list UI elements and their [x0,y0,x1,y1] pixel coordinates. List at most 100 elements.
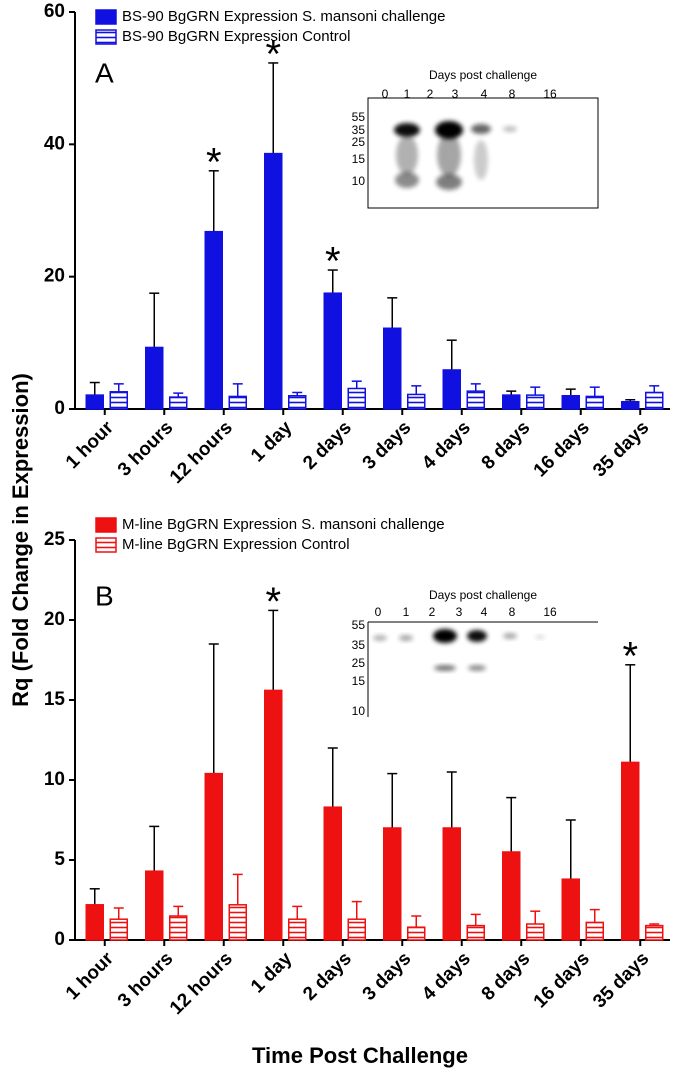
bar [85,904,104,941]
bar [323,806,342,941]
marker-label: 25 [352,135,366,149]
marker-label: 25 [352,656,366,670]
x-tick-label: 4 days [418,948,475,1005]
blot-band [396,135,418,175]
bar [323,292,342,410]
bar [347,918,366,941]
blot-band [474,140,488,180]
marker-label: 55 [352,110,366,124]
significance-marker: * [622,634,638,678]
bar [204,772,223,941]
x-tick-label: 4 days [418,417,475,474]
lane-label: 8 [509,87,516,101]
marker-label: 55 [352,618,366,632]
blot-band [394,123,420,137]
inset-title: Days post challenge [429,588,537,602]
y-tick-label: 25 [44,529,66,550]
bar [109,391,128,410]
y-tick-label: 60 [44,1,65,22]
x-tick-label: 12 hours [166,948,237,1019]
bar [383,327,402,410]
y-tick-label: 0 [54,929,65,950]
marker-label: 35 [352,123,366,137]
lane-label: 2 [429,605,436,619]
bar [442,827,461,941]
inset-title: Days post challenge [429,68,537,82]
x-tick-label: 1 hour [62,948,118,1004]
x-axis-label: Time Post Challenge [252,1043,468,1068]
x-tick-label: 8 days [478,948,535,1005]
blot-band [471,124,491,134]
bar [169,396,188,410]
legend-label: BS-90 BgGRN Expression S. mansoni challe… [122,8,446,25]
bar [228,395,247,410]
bar [502,394,521,410]
x-tick-label: 2 days [299,417,356,474]
lane-label: 4 [481,87,488,101]
blot-band [503,126,517,132]
significance-marker: * [265,33,281,77]
legend-swatch [95,537,117,553]
blot-band [373,635,387,641]
blot-band [435,121,463,139]
blot-band [395,172,419,188]
x-tick-label: 16 days [530,948,594,1012]
lane-label: 0 [375,605,382,619]
bar [264,152,283,410]
panel-label: B [95,580,114,611]
significance-marker: * [265,580,281,624]
blot-band [433,629,457,643]
x-tick-label: 35 days [589,417,653,481]
y-tick-label: 20 [44,266,65,287]
bar [169,915,188,941]
legend-label: M-line BgGRN Expression S. mansoni chall… [122,516,445,533]
bar [645,924,664,941]
x-tick-label: 3 days [359,417,416,474]
panel-label: A [95,57,114,88]
blot-band [436,174,462,190]
bar [585,395,604,410]
bar [383,827,402,941]
blot-band [468,665,486,671]
legend-swatch [95,29,117,45]
bar [407,393,426,410]
x-tick-label: 1 day [247,417,297,467]
bar [526,923,545,941]
y-tick-label: 0 [54,398,65,419]
lane-label: 0 [382,87,389,101]
lane-label: 2 [427,87,434,101]
lane-label: 16 [543,605,557,619]
bar [228,904,247,941]
lane-label: 16 [543,87,557,101]
x-tick-label: 12 hours [166,417,237,488]
bar [466,390,485,410]
blot-band [399,635,413,641]
x-tick-label: 35 days [589,948,653,1012]
lane-label: 1 [403,605,410,619]
blot-band [503,633,517,639]
x-tick-label: 1 hour [62,417,118,473]
y-tick-label: 15 [44,689,66,710]
y-tick-label: 40 [44,133,65,154]
bar [621,400,640,410]
blot-band [467,630,487,642]
y-tick-label: 5 [54,849,65,870]
bar [502,851,521,941]
legend-label: M-line BgGRN Expression Control [122,536,350,553]
marker-label: 35 [352,638,366,652]
x-tick-label: 1 day [247,948,297,998]
marker-label: 15 [352,674,366,688]
x-tick-label: 16 days [530,417,594,481]
legend-swatch [95,517,117,533]
bar [288,395,307,410]
y-axis-label: Rq (Fold Change in Expression) [8,373,33,707]
bar [288,918,307,941]
bar [645,391,664,410]
bar [466,924,485,941]
bar [347,387,366,410]
bar [585,921,604,941]
bar [407,926,426,941]
marker-label: 10 [352,174,366,188]
